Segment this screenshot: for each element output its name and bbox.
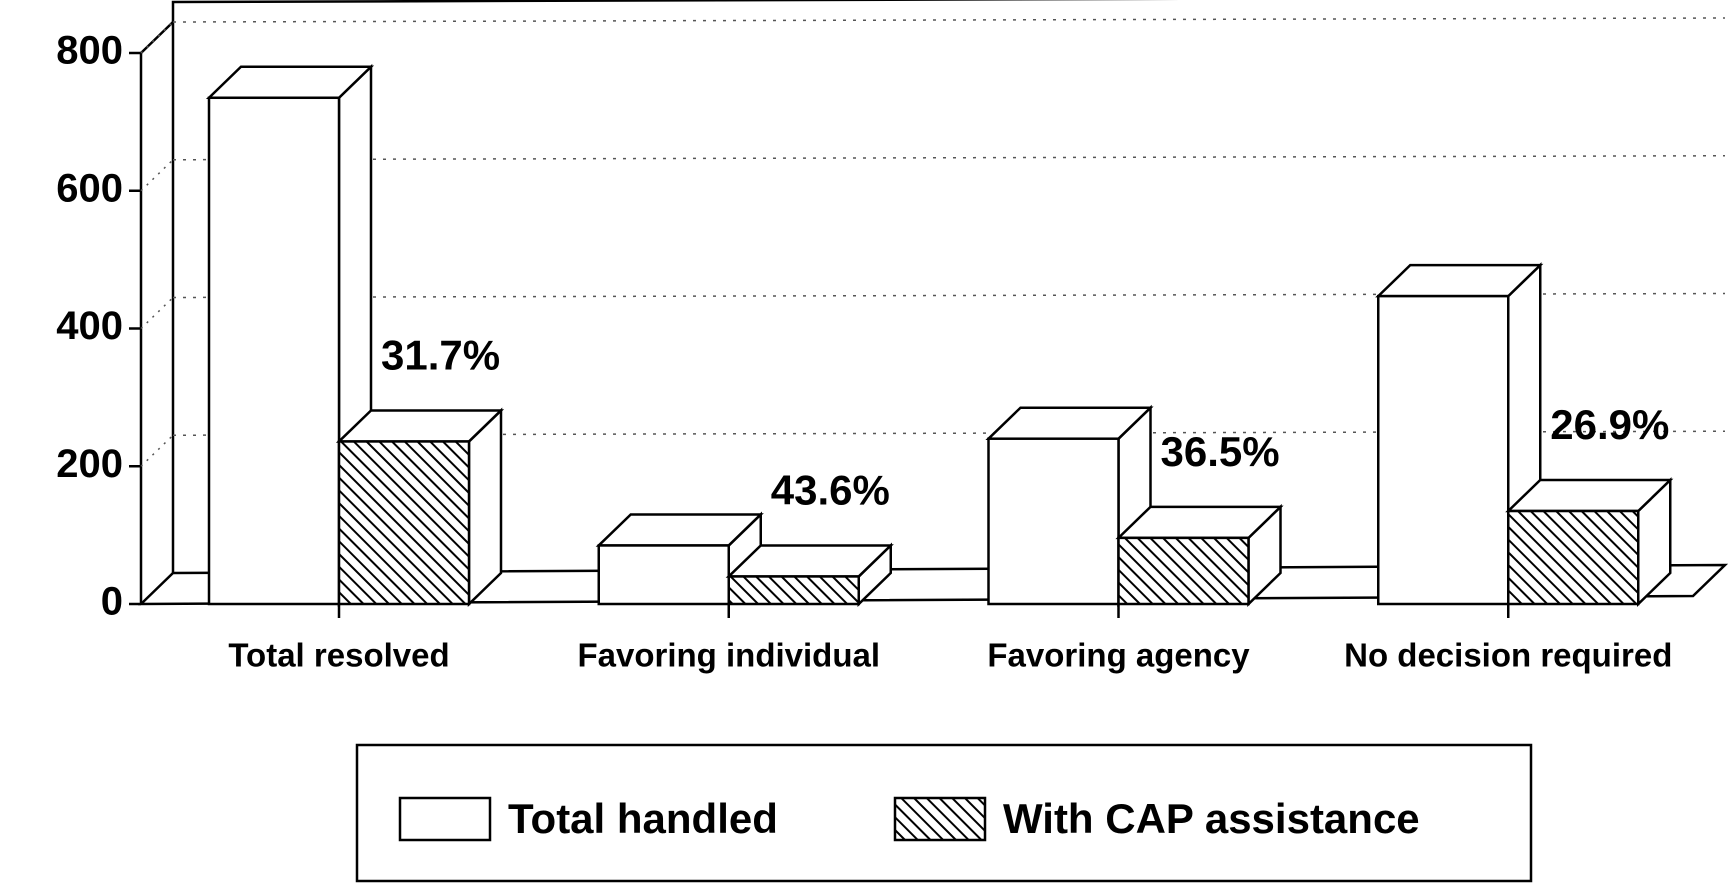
bar	[727, 575, 860, 606]
y-tick-label: 600	[56, 166, 123, 210]
bar	[597, 544, 730, 606]
grid-line	[140, 296, 174, 330]
grid-line	[140, 159, 174, 192]
bar	[1507, 509, 1640, 606]
y-tick-label: 800	[56, 29, 123, 73]
bar	[1377, 294, 1510, 606]
y-tick-label: 0	[101, 580, 123, 624]
bar	[207, 96, 341, 606]
y-tick-label: 200	[56, 442, 123, 486]
annotation: 36.5%	[1161, 428, 1280, 475]
legend-box	[355, 743, 1533, 883]
bar-side	[467, 407, 503, 607]
x-tick-label: No decision required	[1344, 637, 1672, 674]
legend-swatch	[398, 796, 492, 842]
bar	[987, 437, 1120, 606]
back-wall	[171, 0, 1182, 573]
annotation: 26.9%	[1550, 401, 1669, 448]
bar	[1117, 536, 1250, 606]
annotation: 31.7%	[381, 332, 500, 379]
x-tick-label: Favoring agency	[987, 637, 1250, 674]
legend-label: Total handled	[508, 795, 778, 842]
x-tick-label: Total resolved	[228, 637, 449, 674]
grid-line	[172, 155, 1726, 161]
x-tick-label: Favoring individual	[577, 637, 880, 674]
annotation: 43.6%	[771, 467, 890, 514]
side-top	[140, 21, 174, 54]
legend-swatch	[893, 796, 987, 842]
grid-line	[172, 17, 1726, 23]
legend-label: With CAP assistance	[1003, 795, 1420, 842]
y-tick-label: 400	[56, 304, 123, 348]
grid-line	[140, 434, 174, 467]
bar	[337, 440, 471, 606]
